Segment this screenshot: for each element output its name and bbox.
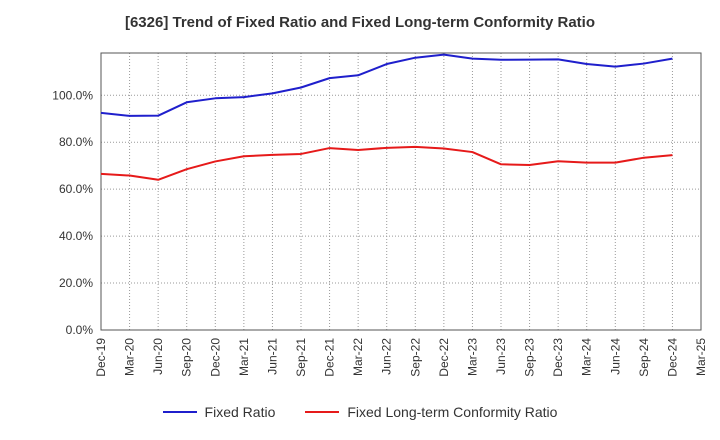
x-tick-label: Dec-24 [665,338,679,377]
y-tick-label: 80.0% [59,135,93,149]
x-tick-label: Mar-22 [351,338,365,376]
legend-item-fixed-long-term-conformity-ratio: Fixed Long-term Conformity Ratio [305,404,557,420]
x-tick-label: Mar-20 [123,338,137,376]
x-tick-label: Jun-20 [151,338,165,375]
x-tick-label: Dec-22 [437,338,451,377]
x-tick-label: Jun-23 [494,338,508,375]
legend-swatch-fixed-ratio [162,411,197,413]
x-tick-label: Mar-21 [237,338,251,376]
x-tick-label: Dec-20 [208,338,222,377]
x-tick-label: Sep-24 [637,338,651,377]
y-tick-label: 0.0% [66,323,94,337]
x-tick-label: Sep-22 [408,338,422,377]
x-tick-label: Sep-21 [294,338,308,377]
x-tick-label: Sep-20 [180,338,194,377]
legend-label-fixed-ratio: Fixed Ratio [204,404,276,420]
x-tick-label: Dec-23 [551,338,565,377]
legend-label-fixed-long-term-conformity-ratio: Fixed Long-term Conformity Ratio [347,404,558,420]
chart-title: [6326] Trend of Fixed Ratio and Fixed Lo… [124,14,596,31]
x-tick-label: Mar-23 [465,338,479,376]
x-tick-label: Dec-21 [323,338,337,377]
x-tick-label: Jun-24 [608,338,622,375]
y-tick-label: 20.0% [59,276,93,290]
x-tick-label: Dec-19 [94,338,108,377]
x-tick-label: Jun-21 [265,338,279,375]
y-tick-label: 40.0% [59,229,93,243]
legend-swatch-fixed-long-term-conformity-ratio [305,411,340,413]
x-tick-label: Mar-24 [580,338,594,376]
x-tick-label: Jun-22 [380,338,394,375]
legend-item-fixed-ratio: Fixed Ratio [162,404,276,420]
series-line-fixed-ratio [100,53,673,117]
plot-border [100,52,702,331]
y-tick-label: 100.0% [52,88,93,102]
series-line-fixed-long-term-conformity-ratio [100,145,673,181]
legend: Fixed Ratio Fixed Long-term Conformity R… [0,404,720,420]
x-tick-label: Sep-23 [523,338,537,377]
y-tick-label: 60.0% [59,182,93,196]
x-tick-label: Mar-25 [694,338,708,376]
